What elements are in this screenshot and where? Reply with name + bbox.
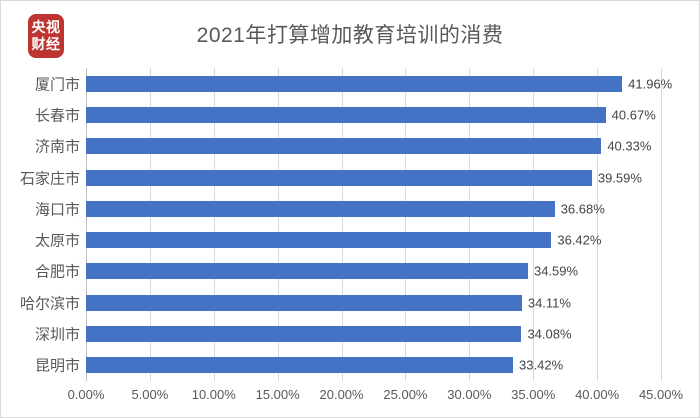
bar: [86, 200, 555, 217]
bar-row: 昆明市 33.42%: [35, 350, 661, 381]
gridline: [213, 68, 215, 381]
x-tick-label: 30.00%: [447, 387, 492, 402]
bar-row: 石家庄市 39.59%: [20, 162, 661, 193]
bar: [86, 106, 606, 123]
logo-line1: 央视: [31, 19, 61, 35]
plot-area: 厦门市 41.96% 长春市 40.67% 济南市 40.33% 石家庄市 39.59% 海口市…: [20, 68, 672, 381]
bar: [86, 294, 522, 311]
bar-row: 深圳市 34.08%: [35, 318, 661, 349]
x-tick-label: 5.00%: [131, 387, 169, 402]
x-tick-label: 25.00%: [383, 387, 428, 402]
x-tick-label: 20.00%: [319, 387, 364, 402]
bar: [86, 232, 552, 249]
bar: [86, 75, 623, 92]
category-label: 深圳市: [34, 326, 80, 344]
gridline: [277, 68, 279, 381]
gridline: [597, 68, 599, 381]
category-label: 太原市: [34, 232, 80, 250]
bar: [86, 357, 514, 374]
x-tick-label: 15.00%: [255, 387, 300, 402]
gridline: [341, 68, 343, 381]
bar: [86, 326, 522, 343]
x-tick-label: 10.00%: [191, 387, 236, 402]
cctv-finance-logo: 央视 财经: [28, 14, 64, 58]
value-label: 36.68%: [560, 201, 605, 217]
bar-row: 厦门市 41.96%: [35, 68, 672, 99]
x-tick-label: 45.00%: [638, 387, 684, 402]
value-label: 33.42%: [519, 357, 564, 373]
category-label: 海口市: [34, 201, 80, 219]
x-tick-label: 0.00%: [67, 387, 105, 402]
value-label: 40.67%: [611, 107, 656, 123]
value-label: 39.59%: [597, 170, 642, 186]
bar-row: 海口市 36.68%: [35, 193, 661, 224]
bar-row: 合肥市 34.59%: [35, 256, 661, 287]
category-label: 昆明市: [34, 357, 80, 375]
value-label: 34.11%: [527, 295, 571, 311]
category-label: 济南市: [34, 138, 80, 156]
gridline: [405, 68, 407, 381]
gridline: [661, 68, 662, 381]
value-label: 40.33%: [607, 138, 652, 154]
chart-title: 2021年打算增加教育培训的消费: [196, 24, 504, 47]
bars: 厦门市 41.96% 长春市 40.67% 济南市 40.33% 石家庄市 39.59% 海口市…: [20, 68, 672, 381]
x-axis: 0.00% 5.00% 10.00% 15.00% 20.00% 25.00% 30.00%…: [68, 387, 683, 405]
category-label: 长春市: [34, 107, 80, 125]
value-label: 36.42%: [557, 232, 602, 248]
bar-row: 哈尔滨市 34.11%: [20, 287, 661, 318]
gridline: [469, 68, 471, 381]
value-label: 34.59%: [533, 263, 579, 279]
bar-row: 太原市 36.42%: [35, 224, 661, 255]
bar-row: 长春市 40.67%: [35, 99, 661, 130]
gridline: [149, 68, 151, 381]
bar-row: 济南市 40.33%: [35, 131, 661, 162]
category-label: 石家庄市: [19, 170, 80, 188]
gridline: [533, 68, 535, 381]
bar: [86, 263, 528, 280]
y-axis-line: [86, 68, 87, 381]
value-label: 34.08%: [527, 326, 572, 342]
category-label: 哈尔滨市: [19, 295, 80, 313]
bar: [86, 169, 592, 186]
x-tick-label: 40.00%: [575, 387, 620, 402]
value-label: 41.96%: [628, 76, 673, 92]
category-label: 合肥市: [34, 263, 80, 281]
bar: [86, 138, 602, 155]
x-tick-label: 35.00%: [511, 387, 556, 402]
logo-line2: 财经: [31, 36, 61, 52]
category-label: 厦门市: [34, 76, 80, 94]
